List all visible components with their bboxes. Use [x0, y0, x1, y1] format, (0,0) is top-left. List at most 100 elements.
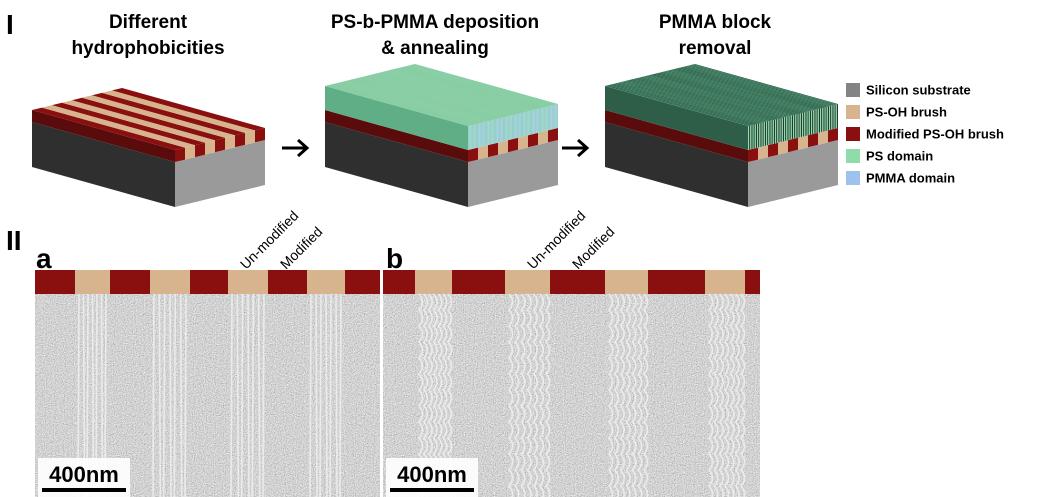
- lamella: [772, 120, 773, 144]
- scale-bar: [390, 488, 474, 492]
- lamella: [804, 112, 805, 136]
- brush-stripe: [748, 148, 758, 162]
- lamella: [777, 119, 778, 143]
- lamella: [822, 108, 823, 132]
- lamella-line: [263, 294, 264, 497]
- lamella-line: [248, 294, 249, 497]
- pattern-bar: [383, 270, 415, 294]
- brush-stripe: [548, 128, 558, 142]
- lamella-line: [316, 294, 317, 497]
- lamella-line: [231, 294, 232, 497]
- legend-label: PMMA domain: [866, 170, 955, 185]
- lamella: [468, 126, 469, 150]
- pattern-bar: [415, 270, 452, 294]
- lamella: [754, 124, 755, 148]
- lamella: [555, 105, 556, 129]
- lamella: [478, 123, 479, 147]
- lamella-line: [170, 294, 171, 497]
- lamella: [768, 121, 769, 145]
- lamella: [837, 104, 838, 128]
- lamella: [522, 113, 523, 137]
- lamella: [771, 120, 772, 144]
- lamella: [789, 116, 790, 140]
- lamella: [773, 120, 774, 144]
- lamella-line: [159, 294, 160, 497]
- pattern-bar: [190, 270, 228, 294]
- lamella: [781, 118, 782, 142]
- lamella: [539, 108, 540, 132]
- lamella: [751, 125, 752, 149]
- lamella: [795, 114, 796, 138]
- lamella: [476, 124, 477, 148]
- lamella: [487, 121, 488, 145]
- lamella: [785, 117, 786, 141]
- lamella: [778, 118, 779, 142]
- lamella: [546, 107, 547, 131]
- lamella: [469, 125, 470, 149]
- lamella: [755, 124, 756, 148]
- lamella: [826, 107, 827, 131]
- pattern-bar: [307, 270, 345, 294]
- brush-stripe: [818, 130, 828, 145]
- lamella: [756, 124, 757, 148]
- lamella: [545, 107, 546, 131]
- pattern-bar: [648, 270, 705, 294]
- step-title: hydrophobicities: [71, 38, 224, 59]
- lamella: [780, 118, 781, 142]
- legend-swatch: [846, 171, 860, 185]
- brush-stripe: [175, 148, 185, 162]
- lamella: [825, 107, 826, 131]
- lamella: [759, 123, 760, 147]
- lamella: [479, 123, 480, 147]
- scale-bar-label: 400nm: [49, 462, 119, 487]
- lamella: [762, 122, 763, 146]
- lamella: [548, 106, 549, 130]
- lamella: [805, 112, 806, 136]
- step-title: PS-b-PMMA deposition: [331, 12, 539, 33]
- legend-swatch: [846, 127, 860, 141]
- brush-stripe: [528, 133, 538, 147]
- lamella: [540, 108, 541, 132]
- brush-stripe: [478, 145, 488, 160]
- brush-stripe: [788, 138, 798, 152]
- pattern-bar: [110, 270, 150, 294]
- brush-stripe: [498, 140, 508, 155]
- lamella-line: [330, 294, 331, 497]
- lamella: [784, 117, 785, 141]
- lamella: [514, 114, 515, 138]
- legend-label: Silicon substrate: [866, 82, 971, 97]
- lamella: [810, 111, 811, 135]
- lamella: [473, 125, 474, 149]
- lamella: [480, 123, 481, 147]
- lamella-line: [164, 294, 165, 497]
- brush-stripe: [518, 135, 528, 150]
- lamella: [766, 121, 767, 145]
- lamella: [513, 115, 514, 139]
- lamella: [769, 121, 770, 145]
- lamella: [482, 122, 483, 146]
- brush-stripe: [225, 135, 235, 150]
- lamella: [556, 104, 557, 128]
- lamella-line: [340, 294, 341, 497]
- pattern-bar: [505, 270, 550, 294]
- brush-stripe: [245, 130, 255, 145]
- lamella: [504, 117, 505, 141]
- lamella: [492, 120, 493, 144]
- lamella: [818, 109, 819, 133]
- lamella: [828, 106, 829, 130]
- legend-swatch: [846, 149, 860, 163]
- lamella: [798, 114, 799, 138]
- lamella: [764, 122, 765, 146]
- lamella: [524, 112, 525, 136]
- legend-label: PS domain: [866, 148, 933, 163]
- lamella: [521, 113, 522, 137]
- step-title: Different: [109, 12, 188, 33]
- lamella-line: [320, 294, 321, 497]
- lamella: [500, 118, 501, 142]
- lamella: [520, 113, 521, 137]
- lamella: [809, 111, 810, 135]
- lamella: [799, 113, 800, 137]
- lamella: [812, 110, 813, 134]
- lamella: [509, 116, 510, 140]
- lamella: [477, 124, 478, 148]
